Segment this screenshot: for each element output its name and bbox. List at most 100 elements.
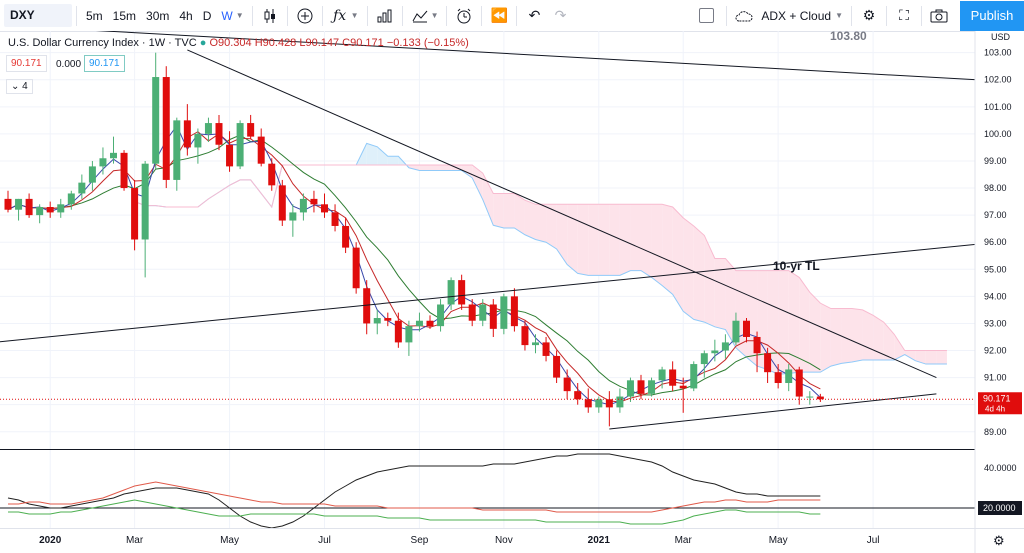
- redo-icon[interactable]: ↷: [554, 7, 567, 23]
- cloud-segment: [852, 308, 863, 363]
- cloud-segment: [609, 204, 620, 276]
- undo-icon[interactable]: ↶: [528, 7, 541, 23]
- price-tick-label: 93.00: [984, 318, 1007, 328]
- candle-body: [658, 369, 666, 381]
- financials-icon[interactable]: [374, 5, 396, 27]
- legend-title[interactable]: U.S. Dollar Currency Index · 1W · TVC: [8, 37, 197, 49]
- legend-collapse-button[interactable]: ⌄ 4: [6, 79, 33, 94]
- candle-body: [616, 396, 624, 408]
- candle-body: [669, 369, 677, 386]
- alert-clock-icon[interactable]: [453, 5, 475, 27]
- price-tick-label: 95.00: [984, 264, 1007, 274]
- divider: [921, 5, 922, 26]
- indicators-fx-icon[interactable]: ƒx: [333, 7, 347, 24]
- interval-30m[interactable]: 30m: [146, 8, 170, 23]
- adx-ref-badge: [978, 501, 1022, 515]
- current-time-label: 4d 4h: [985, 404, 1005, 413]
- candle-body: [78, 182, 86, 194]
- candle-body: [299, 198, 307, 213]
- fullscreen-icon[interactable]: ⛶: [899, 7, 909, 23]
- candle-body: [120, 152, 128, 189]
- templates-icon[interactable]: [409, 5, 431, 27]
- candle-body: [15, 198, 23, 210]
- cloud-segment: [714, 258, 726, 330]
- trendline: [609, 393, 937, 430]
- publish-button[interactable]: Publish: [960, 0, 1024, 31]
- price-tick-label: 99.00: [984, 156, 1007, 166]
- cloud-segment: [619, 204, 631, 276]
- cloud-segment: [535, 204, 547, 243]
- candle-body: [690, 364, 698, 389]
- candle-body: [479, 304, 487, 321]
- cloud-icon[interactable]: [733, 5, 755, 27]
- price-label-top: 103.80: [830, 29, 867, 43]
- saved-layout-name[interactable]: ADX + Cloud: [761, 8, 832, 23]
- candle-body: [131, 188, 139, 240]
- candle-body: [584, 399, 592, 408]
- candle-body: [88, 166, 96, 183]
- cloud-segment: [556, 204, 568, 265]
- divider: [286, 5, 288, 26]
- grid: [0, 31, 975, 528]
- interval-5m[interactable]: 5m: [86, 8, 103, 23]
- divider: [481, 5, 483, 26]
- compare-add-icon[interactable]: [294, 5, 316, 27]
- candle-body: [310, 198, 318, 205]
- interval-w[interactable]: W: [221, 8, 233, 23]
- adx-tick-label: 40.0000: [984, 463, 1017, 473]
- chart-area[interactable]: 89.0090.0091.0092.0093.0094.0095.0096.00…: [0, 31, 1024, 553]
- cloud-segment: [366, 143, 378, 166]
- settings-gear-icon[interactable]: ⚙: [862, 7, 876, 23]
- cloud-segment: [430, 165, 441, 171]
- symbol-search[interactable]: DXY: [4, 4, 72, 27]
- cloud-segment: [493, 193, 504, 228]
- price-tick-label: 92.00: [984, 346, 1007, 356]
- interval-15m[interactable]: 15m: [112, 8, 137, 23]
- interval-dropdown-icon[interactable]: ▼: [235, 11, 244, 20]
- candle-body: [679, 385, 687, 389]
- cloud-segment: [662, 204, 673, 295]
- cloud-segment: [567, 204, 578, 274]
- camera-icon[interactable]: [928, 5, 950, 27]
- layout-icon[interactable]: [699, 8, 715, 23]
- divider: [321, 5, 323, 26]
- cloud-segment: [641, 204, 652, 278]
- cloud-segment: [830, 308, 842, 367]
- candle-body: [563, 377, 571, 392]
- interval-d[interactable]: D: [202, 8, 212, 23]
- trendline-annotation: 10-yr TL: [773, 259, 820, 273]
- scale-settings-gear-icon[interactable]: ⚙: [993, 533, 1005, 548]
- candle-body: [532, 342, 539, 346]
- time-tick-label: Mar: [126, 535, 144, 546]
- cloud-segment: [546, 204, 557, 249]
- cloud-segment: [936, 350, 947, 365]
- candle-body: [67, 193, 75, 205]
- time-tick-label: May: [220, 535, 239, 546]
- candle-body: [342, 225, 350, 248]
- cloud-segment: [461, 165, 473, 178]
- templates-dropdown-icon[interactable]: ▼: [430, 11, 439, 20]
- candle-body: [394, 320, 402, 343]
- time-tick-label: Mar: [675, 535, 693, 546]
- candle-body: [468, 304, 476, 321]
- candle-body: [648, 380, 656, 394]
- replay-icon[interactable]: ⏪: [490, 7, 509, 23]
- indicators-dropdown-icon[interactable]: ▼: [350, 11, 359, 20]
- cloud-segment: [841, 308, 852, 364]
- top-toolbar: DXY 5m 15m 30m 4h D W ▼ ƒx ▼ ▼ ⏪ ↶ ↷ ADX…: [0, 0, 1024, 32]
- candle-body: [753, 336, 761, 354]
- indicator-count: 4: [22, 81, 28, 92]
- price-tick-label: 98.00: [984, 183, 1007, 193]
- price-tick-label: 96.00: [984, 237, 1007, 247]
- price-tick-label: 101.00: [984, 102, 1012, 112]
- candles-style-icon[interactable]: [259, 5, 281, 27]
- layout-dropdown-icon[interactable]: ▼: [835, 11, 843, 20]
- candle-body: [405, 326, 413, 343]
- candle-body: [257, 136, 265, 164]
- ichimoku-cloud: [134, 142, 947, 375]
- candle-body: [605, 399, 613, 408]
- candle-body: [700, 353, 708, 365]
- time-tick-label: Jul: [867, 535, 880, 546]
- interval-4h[interactable]: 4h: [179, 8, 193, 23]
- cloud-segment: [503, 193, 515, 228]
